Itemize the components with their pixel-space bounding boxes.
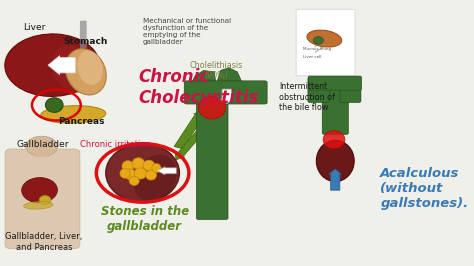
- Text: Mechanical or functional
dysfunction of the
emptying of the
gallbladder: Mechanical or functional dysfunction of …: [143, 18, 231, 45]
- Ellipse shape: [124, 169, 136, 180]
- FancyBboxPatch shape: [322, 81, 348, 134]
- Ellipse shape: [22, 178, 57, 203]
- Ellipse shape: [143, 160, 155, 171]
- Polygon shape: [189, 70, 216, 102]
- Text: Chronic irritation: Chronic irritation: [80, 140, 151, 149]
- Ellipse shape: [52, 45, 95, 93]
- Ellipse shape: [307, 30, 342, 47]
- Ellipse shape: [198, 97, 226, 119]
- Ellipse shape: [316, 140, 354, 181]
- Circle shape: [26, 136, 58, 156]
- Ellipse shape: [39, 196, 51, 205]
- FancyBboxPatch shape: [5, 149, 80, 249]
- FancyArrow shape: [174, 110, 205, 149]
- Text: Gallbladder, Liver,
and Pancreas: Gallbladder, Liver, and Pancreas: [5, 232, 82, 252]
- FancyBboxPatch shape: [308, 77, 330, 102]
- FancyBboxPatch shape: [196, 96, 228, 219]
- FancyBboxPatch shape: [340, 77, 361, 102]
- Ellipse shape: [106, 144, 180, 202]
- Bar: [36, 148, 48, 157]
- Text: Liver: Liver: [23, 23, 45, 32]
- Text: Intermittent
obstruction of
the bile flow: Intermittent obstruction of the bile flo…: [279, 82, 335, 112]
- Ellipse shape: [5, 34, 100, 96]
- Ellipse shape: [323, 131, 345, 149]
- FancyArrow shape: [220, 89, 233, 104]
- Text: Stomach: Stomach: [64, 37, 108, 46]
- FancyBboxPatch shape: [184, 81, 267, 104]
- Ellipse shape: [46, 98, 63, 112]
- FancyBboxPatch shape: [296, 9, 355, 76]
- FancyArrow shape: [329, 169, 342, 190]
- Text: Mucous lining: Mucous lining: [303, 47, 331, 52]
- Text: Stones in the
gallbladder: Stones in the gallbladder: [100, 205, 189, 234]
- Text: Pancreas: Pancreas: [58, 117, 105, 126]
- FancyBboxPatch shape: [309, 76, 361, 90]
- Ellipse shape: [122, 161, 134, 172]
- Polygon shape: [216, 68, 241, 98]
- Ellipse shape: [146, 170, 156, 180]
- Ellipse shape: [134, 155, 177, 202]
- FancyArrow shape: [157, 167, 176, 175]
- Text: Acalculous
(without
gallstones).: Acalculous (without gallstones).: [380, 167, 468, 210]
- FancyArrow shape: [48, 56, 75, 75]
- FancyArrow shape: [175, 127, 207, 160]
- Text: Liver cell: Liver cell: [303, 55, 322, 59]
- Text: Cholelithiasis
(90%): Cholelithiasis (90%): [190, 61, 243, 80]
- FancyBboxPatch shape: [80, 21, 87, 48]
- Ellipse shape: [24, 202, 53, 209]
- Ellipse shape: [41, 106, 106, 123]
- Ellipse shape: [134, 168, 147, 179]
- Text: Gallbladder: Gallbladder: [17, 140, 69, 149]
- Ellipse shape: [65, 49, 106, 95]
- Ellipse shape: [77, 51, 103, 85]
- Ellipse shape: [120, 169, 130, 178]
- Text: Chronic
Cholecystitis: Chronic Cholecystitis: [138, 68, 259, 107]
- Ellipse shape: [152, 164, 161, 173]
- Ellipse shape: [313, 37, 323, 44]
- Ellipse shape: [129, 176, 139, 185]
- Ellipse shape: [132, 158, 145, 169]
